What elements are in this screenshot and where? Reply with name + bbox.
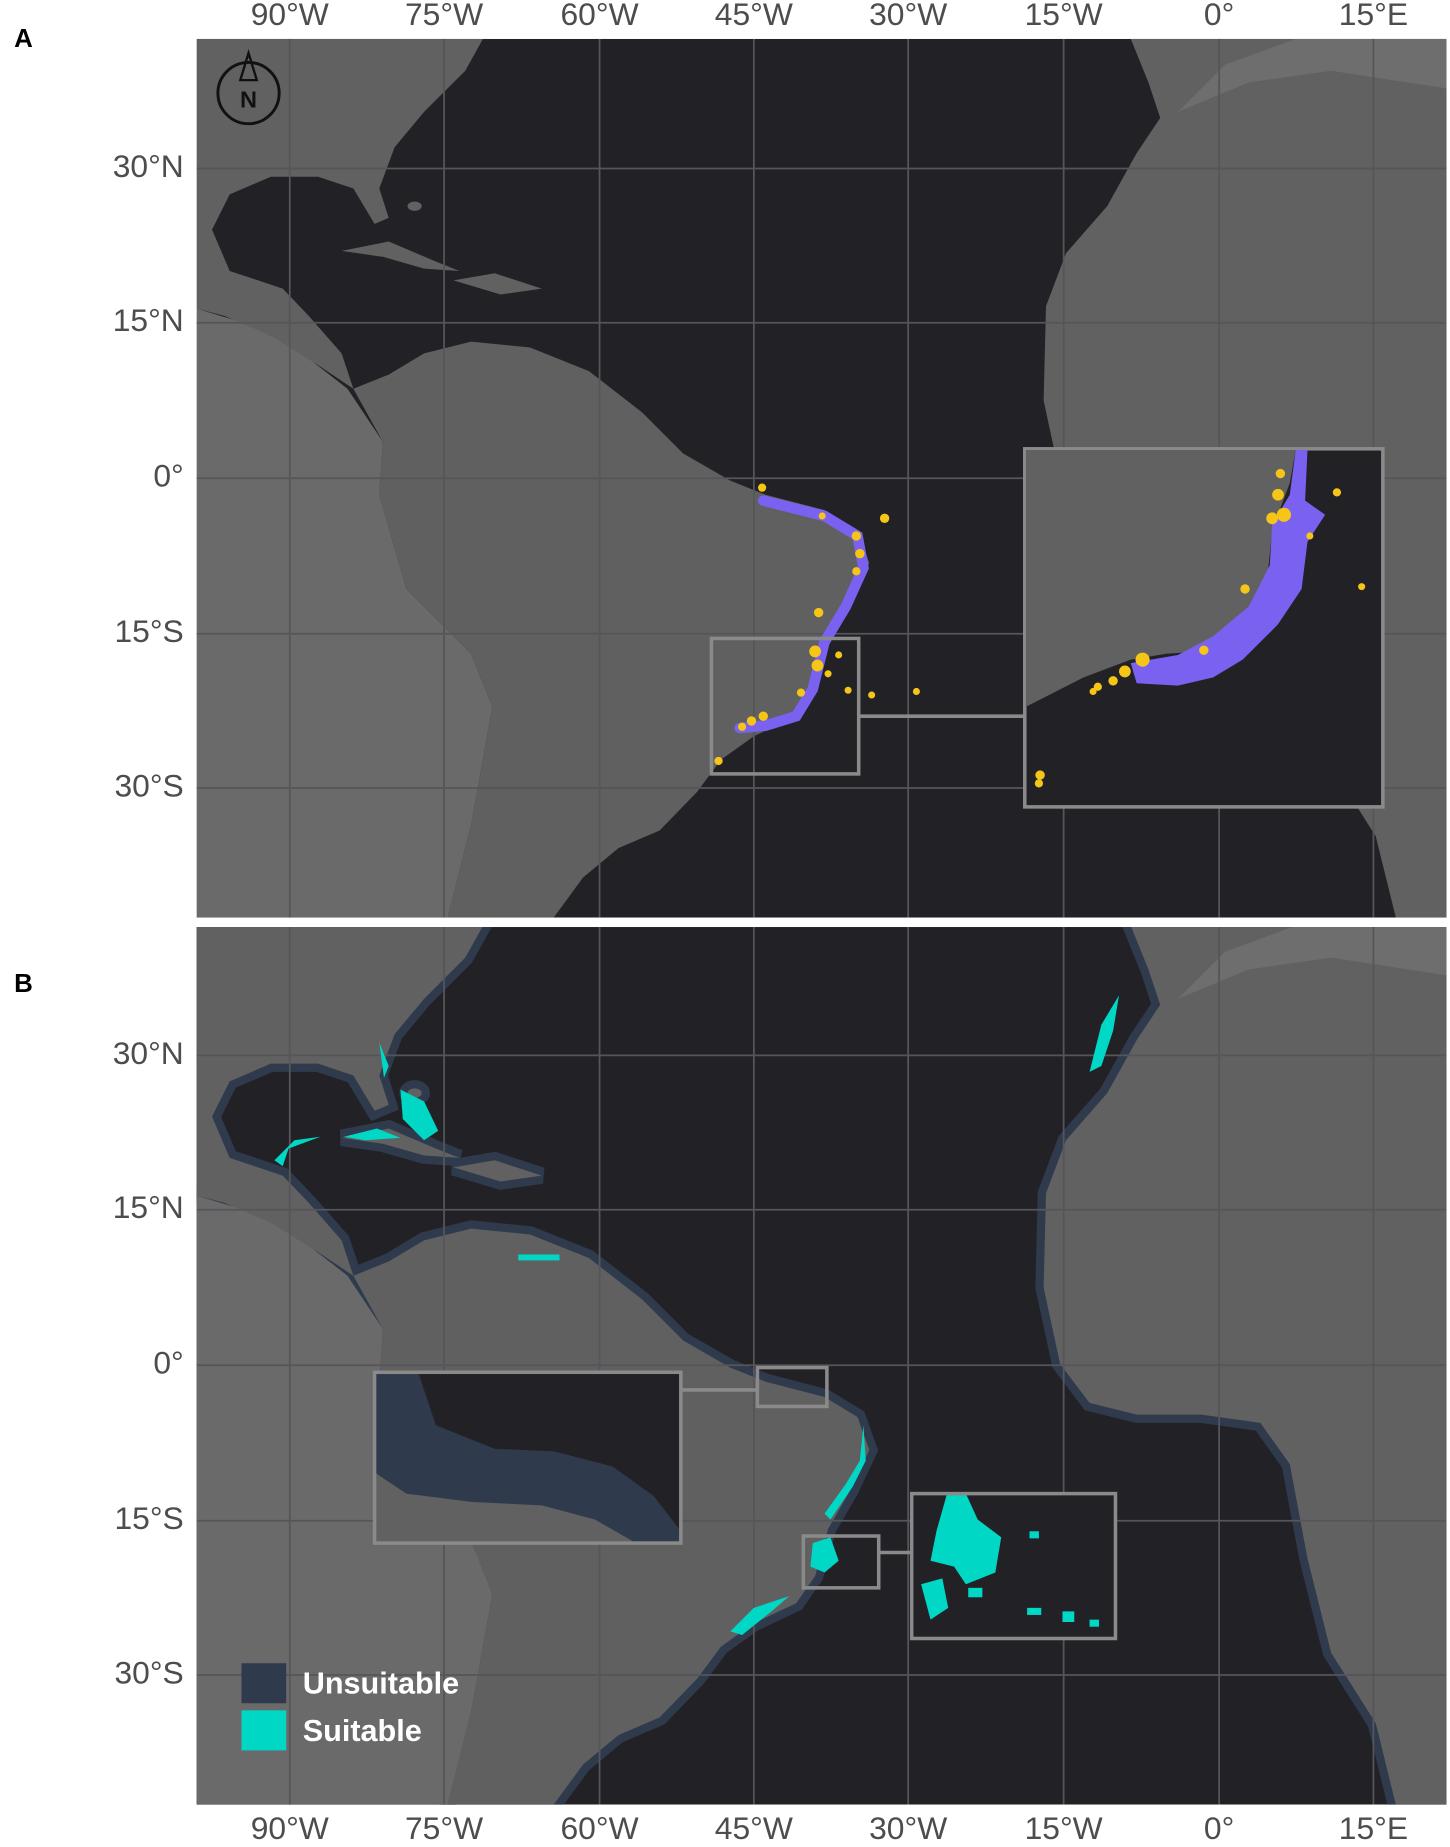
panel-label: A [14,25,33,53]
panel-label: B [14,970,33,998]
x-tick-label: 15°W [1025,0,1103,32]
inset-b2 [909,1491,1118,1641]
y-tick-label: 30°S [114,767,183,803]
axis-labels: 90°W 90°W 75°W 75°W 60°W 60°W 45°W 45°W 30°W 30°W… [113,0,1408,1846]
x-tick-label: 90°W [251,0,329,32]
map-panel-a: N [196,38,1447,918]
x-tick-label: 75°W [405,1810,483,1846]
legend-swatch [241,1663,287,1704]
x-tick-label: 60°W [560,1810,638,1846]
distribution-strip [734,495,869,734]
north-arrow: N [216,48,281,126]
inset-a [1023,447,1385,809]
suitable-areas [274,995,1120,1635]
legend-label: Unsuitable [303,1667,459,1701]
x-tick-label: 30°W [869,0,947,32]
inset-b1 [372,1370,683,1545]
north-label: N [240,87,257,113]
y-tick-label: 30°S [114,1654,183,1690]
y-tick-label: 15°N [113,302,184,338]
y-tick-label: 30°N [113,148,184,184]
x-tick-label: 90°W [251,1810,329,1846]
y-tick-label: 15°S [114,613,183,649]
map-panel-b: Unsuitable Suitable [196,927,1447,1805]
occurrences [714,483,920,766]
legend-label: Suitable [303,1714,422,1748]
legend: Unsuitable Suitable [241,1663,459,1751]
y-tick-label: 15°N [113,1189,184,1225]
x-tick-label: 45°W [715,0,793,32]
y-tick-label: 0° [153,458,183,494]
x-tick-label: 15°E [1339,0,1408,32]
y-tick-label: 15°S [114,1500,183,1536]
x-tick-label: 15°E [1339,1810,1408,1846]
x-tick-label: 45°W [715,1810,793,1846]
x-tick-label: 60°W [560,0,638,32]
x-tick-label: 75°W [405,0,483,32]
y-tick-label: 30°N [113,1035,184,1071]
legend-swatch [241,1710,287,1751]
x-tick-label: 0° [1204,1810,1234,1846]
x-tick-label: 15°W [1025,1810,1103,1846]
x-tick-label: 0° [1204,0,1234,32]
x-tick-label: 30°W [869,1810,947,1846]
y-tick-label: 0° [153,1345,183,1381]
